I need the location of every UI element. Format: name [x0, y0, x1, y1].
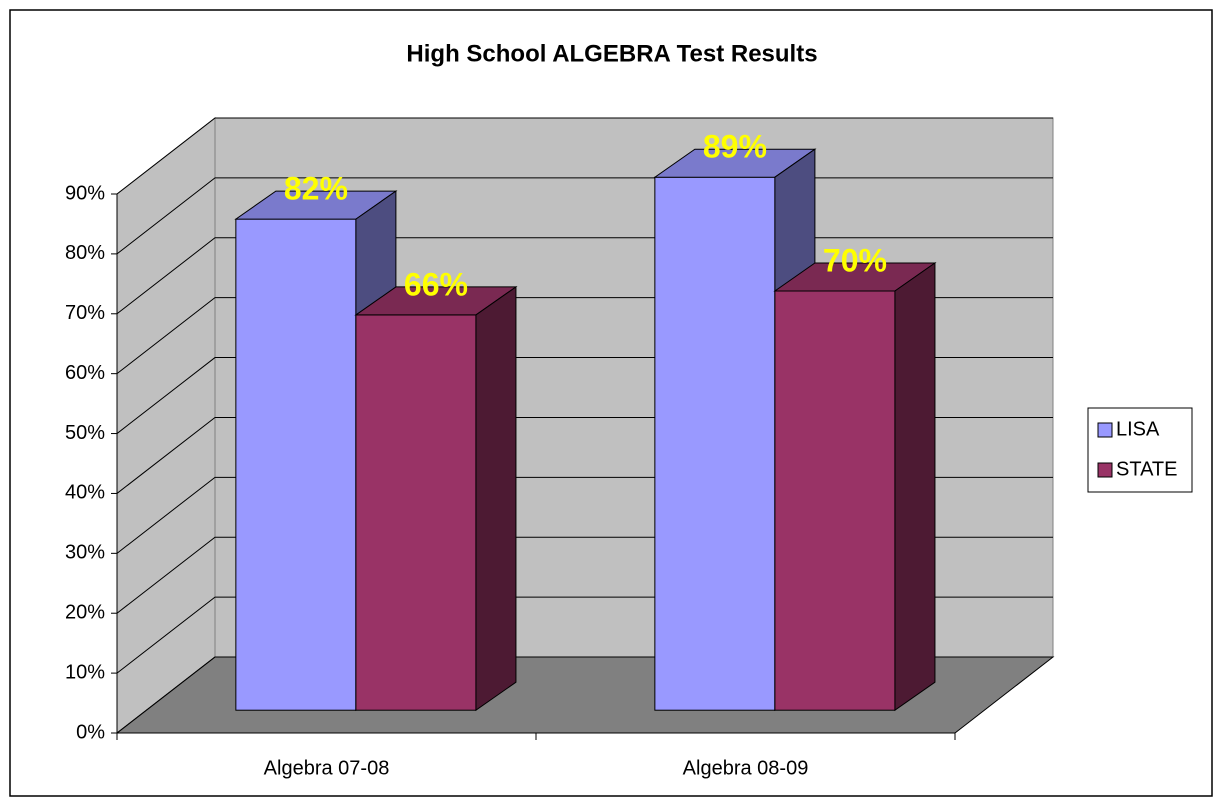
value-label: 70%	[823, 242, 887, 278]
y-tick-label: 60%	[65, 362, 105, 384]
y-tick-label: 10%	[65, 661, 105, 683]
y-tick-label: 90%	[65, 182, 105, 204]
value-label: 89%	[703, 129, 767, 165]
y-tick-label: 20%	[65, 602, 105, 624]
bar-side	[894, 262, 936, 712]
side-wall	[116, 116, 216, 735]
legend-label: LISA	[1116, 418, 1160, 440]
bar-front	[774, 290, 896, 711]
y-tick-label: 40%	[65, 482, 105, 504]
legend-swatch	[1097, 422, 1113, 438]
bar-side	[475, 285, 517, 712]
y-tick-label: 80%	[65, 242, 105, 264]
x-tick-label: Algebra 08-09	[683, 757, 809, 779]
legend-box	[1087, 407, 1193, 493]
chart-title: High School ALGEBRA Test Results	[406, 40, 817, 67]
legend-swatch	[1097, 462, 1113, 478]
value-label: 66%	[404, 266, 468, 302]
y-tick-label: 50%	[65, 422, 105, 444]
legend-label: STATE	[1116, 458, 1177, 480]
value-label: 82%	[284, 171, 348, 207]
grid-line	[116, 117, 1053, 195]
bar-front	[654, 176, 776, 711]
bar-front	[235, 218, 357, 711]
y-tick-label: 0%	[76, 721, 105, 743]
bar-front	[355, 314, 477, 711]
y-tick-label: 30%	[65, 542, 105, 564]
x-tick-label: Algebra 07-08	[264, 757, 390, 779]
y-tick-label: 70%	[65, 302, 105, 324]
